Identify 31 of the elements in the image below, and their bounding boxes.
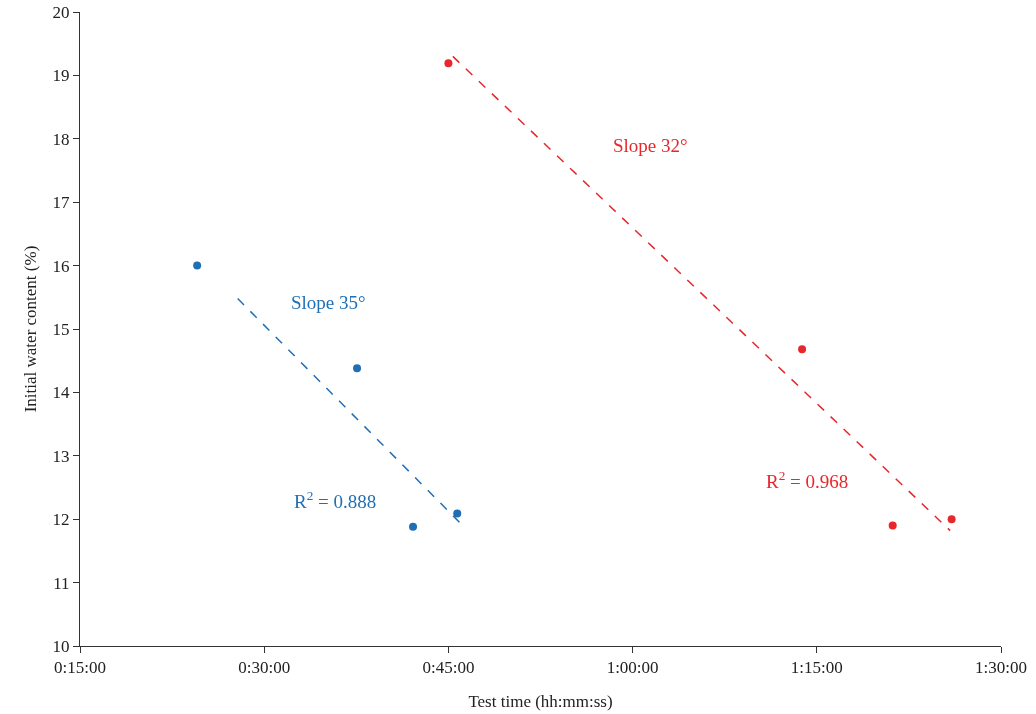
x-tick-label: 0:45:00	[422, 658, 475, 678]
x-tick-label: 1:15:00	[790, 658, 843, 678]
y-tick-label: 17	[52, 193, 71, 213]
y-tick-label: 14	[52, 383, 71, 403]
y-tick-label: 10	[52, 636, 70, 656]
y-tick-label: 15	[52, 319, 70, 339]
y-tick-label: 19	[52, 66, 70, 86]
y-tick-label: 12	[52, 510, 70, 530]
y-tick-label: 13	[52, 446, 70, 466]
point	[444, 59, 453, 68]
y-tick-label: 16	[52, 256, 70, 276]
point	[193, 261, 202, 270]
annotation: R$^{2}$ = 0.888	[294, 488, 377, 512]
annotation: Slope 35°	[291, 292, 366, 313]
point	[798, 345, 807, 354]
y-tick-label: 20	[52, 2, 70, 22]
y-tick-label: 11	[53, 573, 70, 593]
y-axis-title: Initial water content (%)	[21, 245, 40, 413]
annotation: R$^{2}$ = 0.968	[766, 468, 849, 492]
x-tick-label: 1:00:00	[606, 658, 659, 678]
x-tick-label: 0:30:00	[238, 658, 291, 678]
point	[947, 515, 956, 524]
x-axis-title: Test time (hh:mm:ss)	[468, 692, 613, 711]
point	[888, 521, 897, 530]
point	[409, 522, 418, 531]
point	[453, 509, 462, 518]
x-tick-label: 1:30:00	[975, 658, 1027, 678]
point	[353, 364, 362, 373]
y-tick-label: 18	[52, 129, 70, 149]
annotation: Slope 32°	[613, 135, 688, 156]
x-tick-label: 0:15:00	[54, 658, 106, 678]
